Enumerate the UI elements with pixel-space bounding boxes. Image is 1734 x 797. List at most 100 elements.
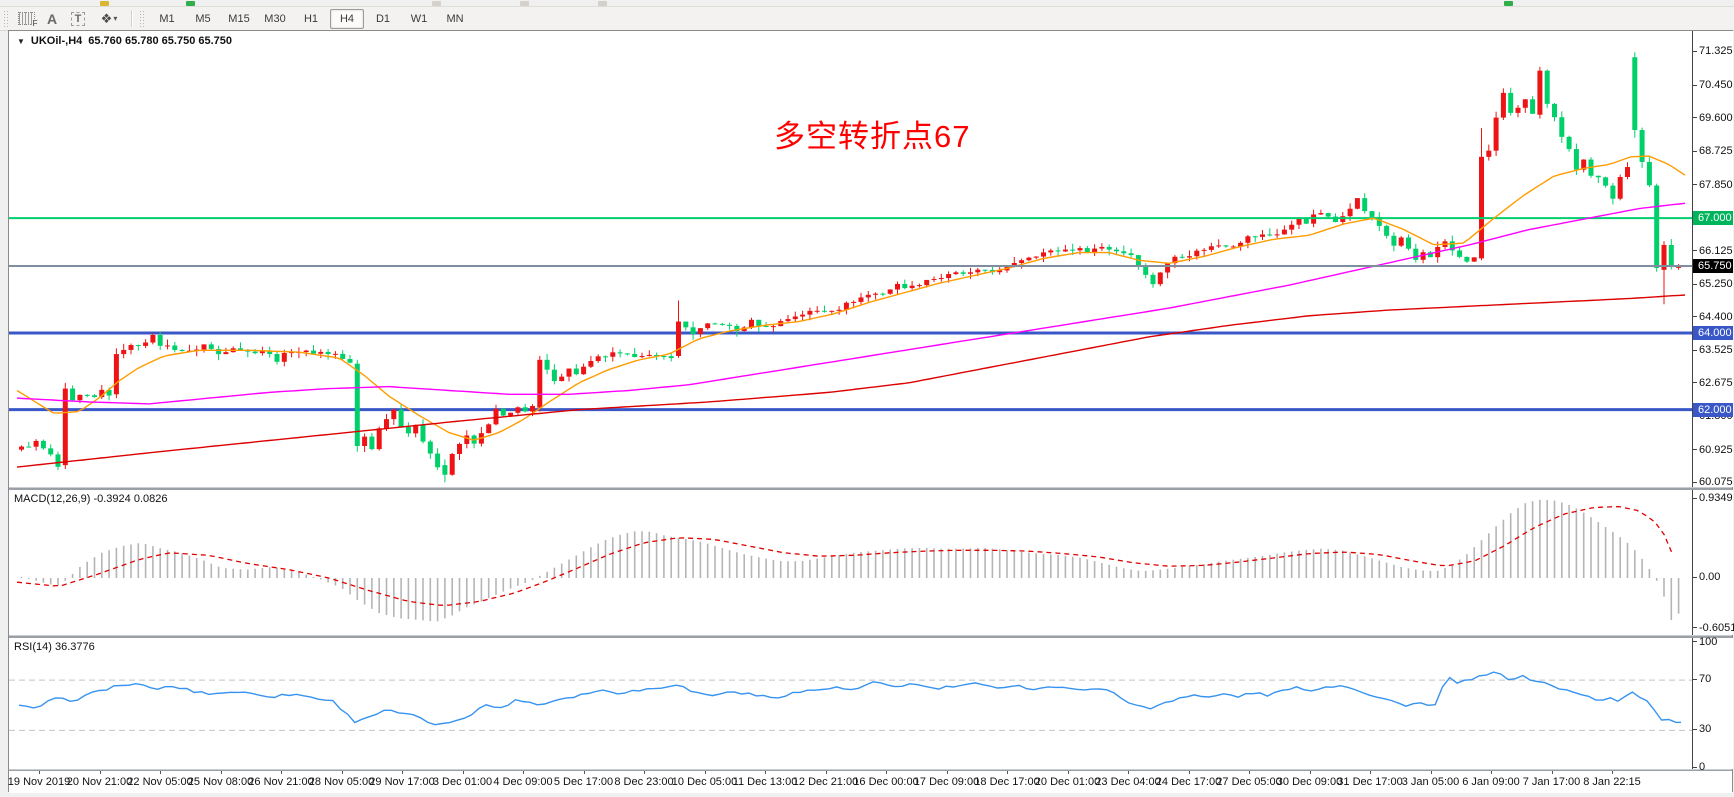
text-tool-icon[interactable]: T — [65, 8, 91, 29]
time-tick — [99, 771, 101, 774]
time-tick — [1188, 771, 1190, 774]
timeframe-button-h4[interactable]: H4 — [330, 8, 364, 29]
price-badge-64000: 64.000 — [1693, 326, 1733, 341]
time-tick — [583, 771, 585, 774]
timeframe-button-h1[interactable]: H1 — [303, 12, 319, 25]
time-axis[interactable]: 19 Nov 2019 20 Nov 21:00 22 Nov 05:00 25 No… — [7, 771, 1732, 793]
time-label: 22 Nov 05:00 — [127, 776, 193, 788]
price-tick: 68.725 — [1693, 145, 1733, 158]
time-label: 17 Dec 09:00 — [913, 776, 980, 788]
clipped-toolbar-strip — [0, 0, 1734, 7]
ohlc-quote: 65.760 65.780 65.750 65.750 — [88, 35, 233, 47]
time-tick — [341, 771, 343, 774]
timeframe-drag-handle-icon[interactable] — [139, 10, 145, 27]
pane-separator[interactable] — [9, 635, 1732, 638]
price-tick: 62.675 — [1693, 377, 1733, 390]
time-label: 27 Dec 05:00 — [1216, 776, 1282, 788]
chart-title: ▼ UKOil-,H4 65.760 65.780 65.750 65.750 — [17, 35, 232, 47]
timeframe-button-m15[interactable]: M15 — [228, 12, 250, 25]
time-label: 19 Nov 2019 — [7, 776, 71, 788]
timeframe-button-m5[interactable]: M5 — [195, 12, 211, 25]
time-label: 16 Dec 00:00 — [853, 776, 919, 788]
arrows-tool-icon[interactable]: ❖ ▾ — [100, 10, 118, 26]
time-label: 18 Dec 17:00 — [974, 776, 1040, 788]
time-tick — [1128, 771, 1129, 774]
time-tick — [160, 771, 161, 774]
timeframe-button-w1[interactable]: W1 — [410, 12, 428, 25]
time-tick — [39, 771, 40, 774]
time-tick — [1430, 771, 1432, 774]
timeframe-button-d1[interactable]: D1 — [375, 12, 391, 25]
time-label: 25 Nov 08:00 — [187, 776, 254, 788]
time-tick — [1249, 771, 1250, 774]
time-label: 26 Nov 21:00 — [248, 776, 314, 788]
rsi-chart — [9, 671, 1692, 731]
clipped-icon — [1504, 1, 1513, 6]
macd-axis-tick: 0.00 — [1693, 571, 1720, 584]
time-tick — [281, 771, 282, 774]
clipped-icon — [598, 1, 607, 6]
time-tick — [704, 771, 706, 774]
time-tick — [1309, 771, 1311, 774]
macd-axis: 0.9349 0.00 -0.6051 — [1692, 490, 1734, 635]
timeframe-button-m30[interactable]: M30 — [264, 12, 286, 25]
time-label: 31 Dec 17:00 — [1337, 776, 1403, 788]
chart-window: ▼ UKOil-,H4 65.760 65.780 65.750 65.750 … — [7, 30, 1734, 793]
time-label: 29 Nov 17:00 — [369, 776, 435, 788]
pane-separator — [9, 769, 1732, 771]
price-badge-62000: 62.000 — [1693, 402, 1733, 417]
text-label-icon[interactable]: A — [46, 10, 58, 27]
price-badge-65750: 65.750 — [1693, 259, 1733, 273]
macd-pane: MACD(12,26,9) -0.3924 0.0826 0.9349 0.00 -… — [9, 490, 1734, 635]
symbol-dropdown-icon[interactable]: ▼ — [17, 36, 25, 46]
macd-label: MACD(12,26,9) -0.3924 0.0826 — [14, 493, 168, 505]
price-tick: 66.125 — [1693, 245, 1733, 258]
time-tick — [825, 771, 827, 774]
symbol-timeframe-label: UKOil-,H4 — [30, 35, 83, 47]
rsi-axis-tick: 30 — [1693, 723, 1711, 736]
macd-axis-tick: -0.6051 — [1693, 622, 1734, 635]
time-tick — [765, 771, 766, 774]
time-tick — [1612, 771, 1613, 774]
indicators-grid-icon[interactable]: F — [13, 8, 39, 29]
time-label: 30 Dec 09:00 — [1276, 776, 1343, 788]
price-tick: 69.600 — [1693, 112, 1733, 125]
time-label: 28 Nov 05:00 — [308, 776, 375, 788]
price-tick: 65.250 — [1693, 278, 1733, 291]
time-tick — [1491, 771, 1492, 774]
rsi-axis-tick: 70 — [1693, 673, 1711, 686]
price-axis: 71.325 70.450 69.600 68.725 67.850 66.125 65.2… — [1692, 31, 1733, 488]
time-tick — [644, 771, 645, 774]
clipped-icon — [520, 1, 529, 6]
price-tick: 64.400 — [1693, 311, 1733, 324]
time-tick — [402, 771, 403, 774]
time-tick — [523, 771, 524, 774]
timeframe-button-m1[interactable]: M1 — [159, 12, 175, 25]
chart-toolbar: F A T ❖ ▾ M1 M5 M15 M30 H1 H4 D1 W1 MN — [0, 7, 1734, 31]
main-chart-plot[interactable]: ▼ UKOil-,H4 65.760 65.780 65.750 65.750 … — [9, 31, 1692, 487]
candlestick-chart — [9, 52, 1692, 483]
price-tick: 71.325 — [1693, 45, 1733, 58]
time-tick — [220, 771, 222, 774]
rsi-pane: RSI(14) 36.3776 100 70 30 0 — [9, 636, 1733, 773]
rsi-plot[interactable]: RSI(14) 36.3776 — [9, 638, 1692, 769]
rsi-axis: 100 70 30 0 — [1692, 636, 1733, 773]
rsi-label: RSI(14) 36.3776 — [14, 641, 95, 653]
price-tick: 67.850 — [1693, 179, 1733, 192]
time-label: 4 Dec 09:00 — [493, 776, 553, 788]
pane-separator[interactable] — [9, 487, 1732, 490]
price-tick: 63.525 — [1693, 344, 1733, 357]
time-tick — [1007, 771, 1008, 774]
rsi-axis-tick: 0 — [1693, 761, 1705, 774]
time-label: 7 Jan 17:00 — [1522, 776, 1581, 788]
macd-plot[interactable]: MACD(12,26,9) -0.3924 0.0826 — [9, 490, 1692, 635]
main-price-pane: ▼ UKOil-,H4 65.760 65.780 65.750 65.750 … — [9, 31, 1733, 488]
time-tick — [1067, 771, 1069, 774]
timeframe-button-mn[interactable]: MN — [446, 12, 464, 25]
toolbar-drag-handle-icon[interactable] — [3, 10, 9, 27]
time-label: 24 Dec 17:00 — [1155, 776, 1222, 788]
time-label: 8 Jan 22:15 — [1583, 776, 1641, 788]
time-label: 6 Jan 09:00 — [1462, 776, 1520, 788]
time-label: 8 Dec 23:00 — [614, 776, 674, 788]
